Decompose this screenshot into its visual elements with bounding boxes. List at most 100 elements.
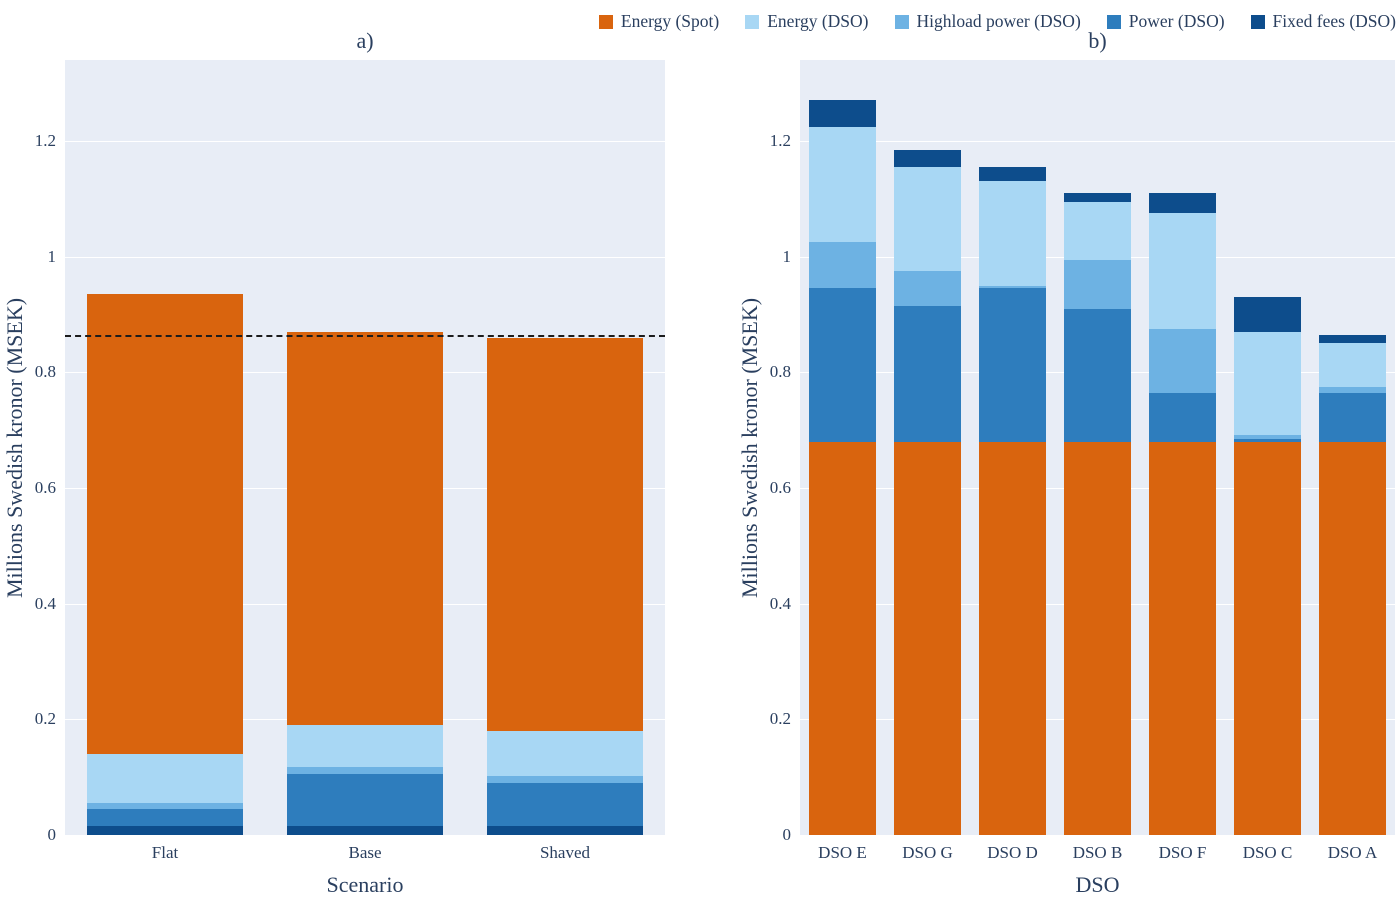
y-tick-label: 0	[782, 825, 792, 844]
bar-segment	[809, 441, 876, 835]
bar-segment	[979, 441, 1046, 835]
bar-segment	[1234, 297, 1301, 332]
bar-segment	[979, 181, 1046, 286]
legend-label: Energy (DSO)	[767, 11, 869, 31]
legend-swatch	[894, 14, 909, 29]
chart-panel-a: Millions Swedish kronor (MSEK) Scenario …	[0, 60, 700, 900]
bar-segment	[487, 337, 643, 731]
y-tick-label: 1	[47, 246, 57, 266]
y-tick-label: 0.4	[34, 593, 56, 613]
legend-item[interactable]: Energy (DSO)	[745, 11, 869, 32]
bar-segment	[1319, 343, 1386, 387]
legend-item[interactable]: Fixed fees (DSO)	[1250, 11, 1396, 32]
bar-segment	[287, 774, 443, 827]
bar-segment	[487, 776, 643, 783]
bar-segment	[1064, 201, 1131, 260]
bar-segment	[1234, 441, 1301, 835]
x-axis-title-b: DSO	[1075, 872, 1120, 897]
gridline	[65, 256, 665, 258]
bar-segment	[809, 126, 876, 243]
x-axis-title-a: Scenario	[326, 872, 404, 897]
x-tick-label: DSO E	[818, 843, 867, 862]
bar-segment	[979, 166, 1046, 182]
legend-label: Highload power (DSO)	[916, 11, 1081, 31]
bar-segment	[287, 725, 443, 768]
y-tick-label: 0.8	[34, 362, 56, 382]
bar-segment	[487, 730, 643, 776]
bar-segment	[87, 754, 243, 804]
bar-segment	[894, 441, 961, 835]
bar-segment	[1064, 259, 1131, 309]
bar-segment	[894, 305, 961, 442]
legend-label: Power (DSO)	[1128, 11, 1225, 31]
bar-segment	[1149, 193, 1216, 214]
x-tick-label: DSO A	[1327, 843, 1378, 862]
bar-segment	[287, 331, 443, 726]
y-tick-label: 0	[47, 825, 57, 844]
bar-segment	[1234, 438, 1301, 442]
gridline	[65, 835, 665, 836]
x-tick-label: Flat	[151, 843, 179, 862]
bar-segment	[1149, 392, 1216, 442]
plot-area-a	[65, 60, 665, 836]
bar-segment	[487, 826, 643, 835]
bar-segment	[1064, 441, 1131, 835]
x-tick-label: DSO G	[902, 843, 953, 862]
bar-segment	[1234, 434, 1301, 439]
bar-segment	[809, 100, 876, 127]
bar-segment	[1319, 392, 1386, 442]
x-tick-label: Shaved	[539, 843, 591, 862]
gridline	[65, 140, 665, 142]
y-tick-label: 0.6	[769, 477, 791, 497]
x-tick-label: DSO F	[1158, 843, 1207, 862]
bar-segment	[1319, 334, 1386, 344]
legend-swatch	[598, 14, 613, 29]
y-tick-label: 0.6	[34, 477, 56, 497]
y-tick-label: 0.2	[769, 709, 791, 729]
x-tick-label: DSO C	[1242, 843, 1293, 862]
bar-segment	[979, 285, 1046, 289]
legend-item[interactable]: Highload power (DSO)	[894, 11, 1081, 32]
y-tick-label: 1	[782, 246, 792, 266]
panel-b-title: b)	[1088, 28, 1107, 53]
bar-segment	[87, 808, 243, 827]
legend-item[interactable]: Energy (Spot)	[598, 11, 720, 32]
bar-segment	[979, 288, 1046, 442]
legend-swatch	[1250, 14, 1265, 29]
bar-segment	[1149, 213, 1216, 329]
bar-segment	[287, 767, 443, 775]
legend-label: Energy (Spot)	[620, 11, 720, 31]
y-tick-label: 0.2	[34, 709, 56, 729]
x-tick-label: DSO B	[1072, 843, 1123, 862]
y-tick-label: 1.2	[769, 130, 791, 150]
plot-area-b	[800, 60, 1395, 836]
gridline	[800, 140, 1395, 142]
bar-segment	[894, 271, 961, 306]
legend-item[interactable]: Power (DSO)	[1106, 11, 1225, 32]
legend-swatch	[1106, 14, 1121, 29]
bar-segment	[809, 242, 876, 289]
bar-segment	[487, 782, 643, 827]
bar-segment	[1149, 328, 1216, 393]
bar-segment	[809, 288, 876, 442]
reference-dashed-line	[65, 334, 665, 337]
y-tick-label: 0.4	[769, 593, 791, 613]
bar-segment	[287, 826, 443, 835]
bar-segment	[894, 166, 961, 272]
panel-a-title: a)	[356, 28, 374, 53]
bar-segment	[1149, 441, 1216, 835]
legend: Energy (Spot) Energy (DSO) Highload power …	[598, 11, 1396, 32]
bar-segment	[87, 294, 243, 755]
x-tick-label: DSO D	[987, 843, 1038, 862]
gridline	[800, 835, 1395, 836]
bar-segment	[894, 149, 961, 167]
bar-segment	[1064, 193, 1131, 202]
y-tick-label: 1.2	[34, 130, 56, 150]
chart-panel-b: Millions Swedish kronor (MSEK) DSO 0 0.2 0…	[735, 60, 1400, 900]
bar-segment	[1234, 331, 1301, 435]
legend-swatch	[745, 14, 760, 29]
bar-segment	[87, 803, 243, 809]
bar-segment	[87, 826, 243, 835]
x-tick-label: Base	[348, 843, 382, 862]
